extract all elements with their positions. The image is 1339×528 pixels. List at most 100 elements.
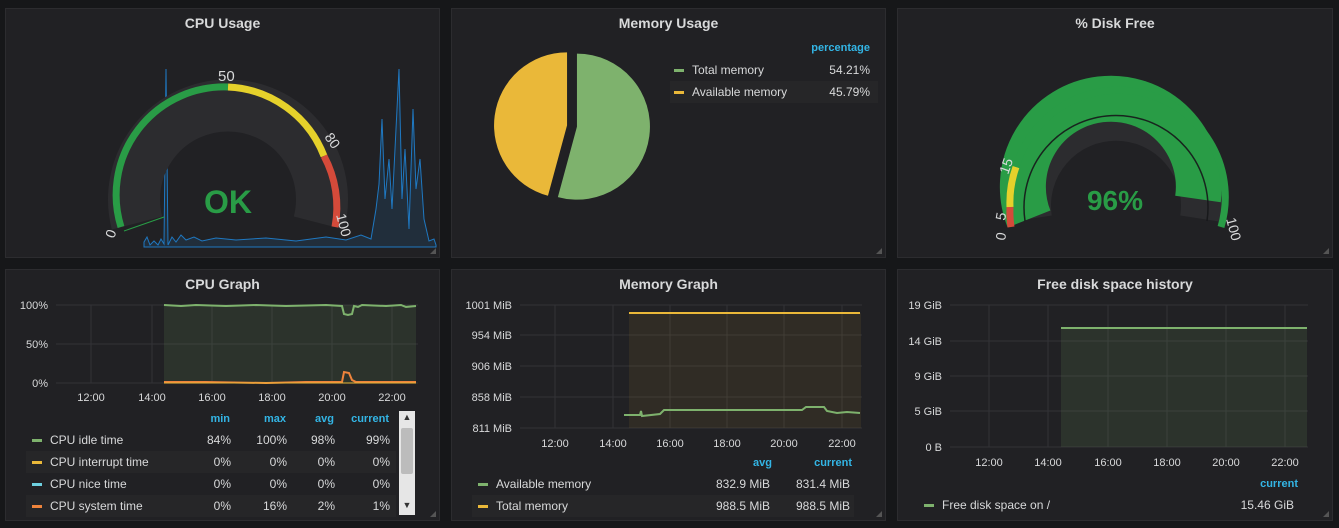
legend-series-name: Total memory: [496, 499, 569, 513]
legend-row[interactable]: CPU nice time 0% 0% 0% 0%: [26, 473, 396, 495]
y-tick: 0 B: [925, 442, 942, 454]
legend-swatch: [32, 483, 42, 486]
panel-title[interactable]: % Disk Free: [1075, 15, 1155, 31]
tick-50: 50: [218, 68, 235, 85]
panel-title[interactable]: Memory Graph: [619, 276, 718, 292]
disk-gauge: 0 5 15 100 96%: [992, 75, 1245, 243]
y-tick: 100%: [20, 300, 48, 312]
legend-current-value: 15.46 GiB: [1240, 498, 1294, 512]
y-tick: 906 MiB: [472, 361, 512, 373]
legend-header-current[interactable]: current: [1260, 478, 1298, 490]
legend-avg-value: 98%: [310, 433, 335, 447]
x-tick: 18:00: [713, 438, 741, 450]
y-tick: 954 MiB: [472, 330, 512, 342]
y-tick: 811 MiB: [472, 423, 512, 435]
legend-row-available-memory[interactable]: Available memory 45.79%: [670, 81, 878, 103]
disk-history-panel[interactable]: Free disk space history 19 GiB 14 GiB 9 …: [897, 269, 1333, 521]
memory-graph-panel[interactable]: Memory Graph 1001 MiB 954 MiB 906 MiB 85…: [451, 269, 886, 521]
legend-series-name: CPU interrupt time: [50, 455, 149, 469]
legend-swatch: [478, 505, 488, 508]
resize-handle-icon[interactable]: [875, 510, 883, 518]
gauge-fill: [999, 75, 1222, 228]
memory-graph-plot: 1001 MiB 954 MiB 906 MiB 858 MiB 811 MiB…: [466, 300, 862, 450]
pie-slice[interactable]: [557, 53, 650, 200]
legend-header-max[interactable]: max: [263, 413, 286, 425]
tick-15: 15: [996, 156, 1016, 176]
legend-row[interactable]: Free disk space on / 15.46 GiB: [918, 494, 1300, 516]
band-yellow: [1006, 165, 1020, 208]
gauge-body: [108, 79, 348, 230]
cpu-usage-panel[interactable]: CPU Usage 0 50 80 100 OK: [5, 8, 440, 258]
tick-0: 0: [992, 231, 1009, 242]
legend-header-avg[interactable]: avg: [753, 457, 772, 469]
y-tick: 858 MiB: [472, 392, 512, 404]
legend-row[interactable]: CPU interrupt time 0% 0% 0% 0%: [26, 451, 396, 473]
y-tick: 14 GiB: [908, 336, 942, 348]
legend-avg-value: 832.9 MiB: [715, 477, 770, 491]
series-available-memory: [624, 406, 861, 418]
legend-series-name: Free disk space on /: [942, 498, 1051, 512]
legend-row[interactable]: CPU idle time 84% 100% 98% 99%: [26, 429, 396, 451]
legend-current-value: 0%: [372, 455, 390, 469]
panel-title[interactable]: Free disk space history: [1037, 276, 1193, 292]
legend-swatch: [924, 504, 934, 507]
resize-handle-icon[interactable]: [429, 510, 437, 518]
legend-min-value: 0%: [213, 499, 231, 513]
legend-series-name: CPU nice time: [50, 477, 127, 491]
legend-series-name: CPU idle time: [50, 433, 124, 447]
legend-label: Total memory: [692, 63, 765, 77]
x-tick: 20:00: [770, 438, 798, 450]
tick-100: 100: [1223, 216, 1245, 243]
x-tick: 12:00: [541, 438, 569, 450]
legend-row[interactable]: Available memory 832.9 MiB 831.4 MiB: [472, 473, 854, 495]
panel-title[interactable]: Memory Usage: [618, 15, 719, 31]
x-tick: 22:00: [1271, 457, 1299, 469]
resize-handle-icon[interactable]: [429, 247, 437, 255]
legend-row-total-memory[interactable]: Total memory 54.21%: [670, 59, 878, 81]
memory-pie-chart: [494, 52, 650, 200]
scrollbar-thumb[interactable]: [401, 428, 413, 474]
panel-title[interactable]: CPU Usage: [184, 15, 261, 31]
legend-max-value: 0%: [269, 477, 287, 491]
legend-scrollbar[interactable]: ▲ ▼: [399, 411, 415, 515]
x-tick: 22:00: [378, 392, 406, 404]
legend-header-percentage[interactable]: percentage: [811, 42, 870, 54]
legend-row[interactable]: CPU system time 0% 16% 2% 1%: [26, 495, 396, 517]
resize-handle-icon[interactable]: [1322, 510, 1330, 518]
x-tick: 20:00: [318, 392, 346, 404]
y-tick: 50%: [26, 339, 48, 351]
legend-series-name: CPU system time: [50, 499, 143, 513]
x-tick: 14:00: [599, 438, 627, 450]
legend-min-value: 84%: [206, 433, 231, 447]
legend-value: 54.21%: [829, 63, 870, 77]
legend-max-value: 100%: [256, 433, 287, 447]
cpu-gauge: 0 50 80 100 OK: [102, 68, 437, 248]
memory-usage-panel[interactable]: Memory Usage percentage Total memory 54.…: [451, 8, 886, 258]
legend-avg-value: 2%: [317, 499, 335, 513]
legend-header-current[interactable]: current: [351, 413, 389, 425]
legend-header-min[interactable]: min: [210, 413, 230, 425]
legend-current-value: 988.5 MiB: [795, 499, 850, 513]
legend-header-avg[interactable]: avg: [315, 413, 334, 425]
legend-avg-value: 988.5 MiB: [715, 499, 770, 513]
legend-header-current[interactable]: current: [814, 457, 852, 469]
legend-row[interactable]: Total memory 988.5 MiB 988.5 MiB: [472, 495, 854, 517]
legend-swatch: [674, 91, 684, 94]
x-tick: 20:00: [1212, 457, 1240, 469]
cpu-graph-panel[interactable]: CPU Graph 100% 50% 0% 12:00 14:00 16:00 …: [5, 269, 440, 521]
disk-history-plot: 19 GiB 14 GiB 9 GiB 5 GiB 0 B 12:00 14:0…: [908, 300, 1308, 469]
panel-title[interactable]: CPU Graph: [185, 276, 260, 292]
scroll-down-icon[interactable]: ▼: [402, 500, 412, 510]
band-green: [1012, 86, 1229, 228]
x-tick: 14:00: [1034, 457, 1062, 469]
scroll-up-icon[interactable]: ▲: [402, 412, 412, 422]
cpu-status-value: OK: [204, 184, 252, 220]
band-red: [1006, 206, 1015, 228]
band-green: [112, 83, 229, 229]
resize-handle-icon[interactable]: [1322, 247, 1330, 255]
y-tick: 1001 MiB: [466, 300, 512, 312]
resize-handle-icon[interactable]: [875, 247, 883, 255]
pie-slice[interactable]: [494, 52, 568, 196]
x-tick: 12:00: [77, 392, 105, 404]
disk-free-panel[interactable]: % Disk Free 0 5 15 100 96%: [897, 8, 1333, 258]
